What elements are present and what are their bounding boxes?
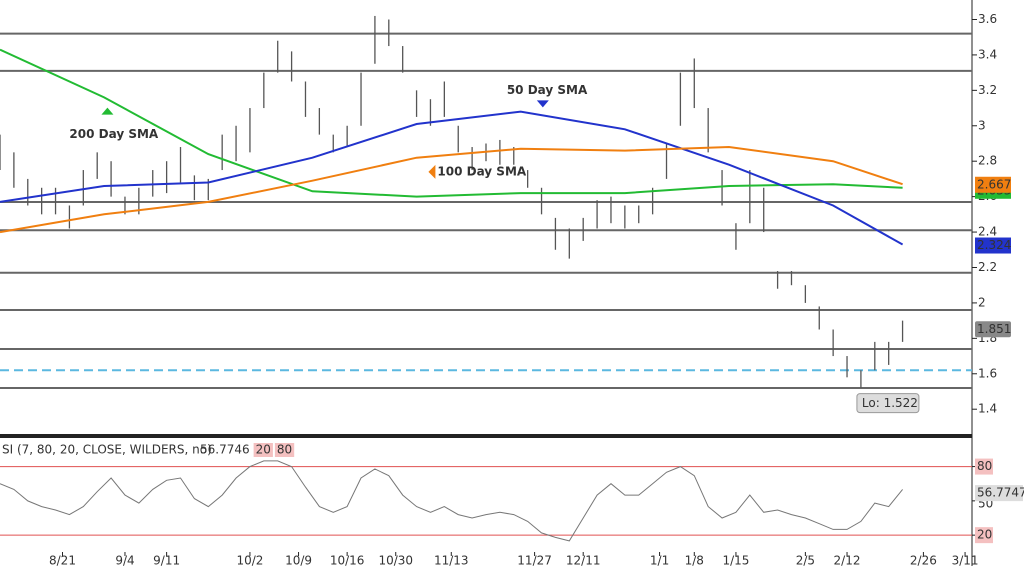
last-price: 1.851	[977, 322, 1011, 336]
x-tick-label: 2/26	[910, 554, 937, 566]
x-tick-label: 2/5	[796, 554, 815, 566]
y-tick-label: 3.6	[978, 12, 997, 26]
sma-annotation: 100 Day SMA	[437, 164, 527, 178]
rsi-header-value: 56.7746	[200, 443, 250, 457]
sma-last-bg	[975, 237, 1011, 254]
sma-last-value: 2.667	[977, 177, 1011, 191]
x-tick-label: 8/21	[49, 554, 76, 566]
x-tick-label: 10/2	[236, 554, 263, 566]
y-tick-label: 2.2	[978, 260, 997, 274]
sma-annotation: 200 Day SMA	[69, 127, 159, 141]
x-tick-label: 1/1	[650, 554, 669, 566]
y-tick-label: 3.4	[978, 47, 997, 61]
rsi-level-label: 20	[977, 528, 992, 542]
x-tick-label: 10/16	[330, 554, 365, 566]
x-tick-label: 11/27	[517, 554, 552, 566]
last-price-bg	[975, 321, 1011, 338]
rsi-last-label: 56.7747	[975, 485, 1024, 502]
y-tick-label: 1.6	[978, 366, 997, 380]
rsi-level-box: 80	[975, 458, 993, 475]
rsi-last-value: 56.7747	[977, 486, 1024, 500]
rsi-line	[0, 460, 903, 542]
x-tick-label: 3/11	[952, 554, 979, 566]
sma-last-value: 2.324	[977, 238, 1011, 252]
last-price-label: 1.851	[975, 321, 1011, 338]
rsi-header-level: 20	[256, 443, 271, 457]
sma-last-label: 2.667	[975, 176, 1011, 193]
annotation-marker	[428, 164, 436, 179]
rsi-level-box: 20	[975, 527, 993, 544]
sma-line	[0, 145, 903, 234]
x-tick-label: 10/9	[285, 554, 312, 566]
y-tick-label: 2	[978, 295, 986, 309]
rsi-level-label: 80	[977, 459, 992, 473]
y-tick-label: 1.4	[978, 402, 997, 416]
rsi-header-level-bg	[253, 443, 273, 457]
annotation-marker	[536, 100, 549, 108]
rsi-title: SI (7, 80, 20, CLOSE, WILDERS, no)	[2, 443, 212, 457]
y-tick-label: 2.8	[978, 154, 997, 168]
annotation-marker	[101, 107, 114, 115]
y-tick-label: 2.4	[978, 225, 997, 239]
sma-annotation: 50 Day SMA	[507, 83, 588, 97]
x-tick-label: 2/12	[834, 554, 861, 566]
rsi-level-bg	[975, 527, 993, 544]
sma-last-bg	[975, 176, 1011, 193]
x-tick-label: 12/11	[566, 554, 601, 566]
sma-last-label: 2.324	[975, 237, 1011, 254]
panel-divider	[0, 434, 972, 438]
rsi-level-bg	[975, 458, 993, 475]
y-tick-label: 3.2	[978, 83, 997, 97]
rsi-header-level-bg	[274, 443, 295, 457]
y-tick-label: 3	[978, 118, 986, 132]
x-tick-label: 9/4	[115, 554, 134, 566]
rsi-last-bg	[975, 485, 1023, 502]
x-tick-label: 11/13	[434, 554, 469, 566]
low-label-bg	[856, 393, 920, 414]
x-tick-label: 1/15	[722, 554, 749, 566]
low-label: Lo: 1.522	[862, 396, 918, 410]
rsi-header-level: 80	[277, 443, 292, 457]
x-tick-label: 10/30	[378, 554, 413, 566]
sma-line	[0, 110, 904, 246]
x-tick-label: 9/11	[153, 554, 180, 566]
x-tick-label: 1/8	[685, 554, 704, 566]
